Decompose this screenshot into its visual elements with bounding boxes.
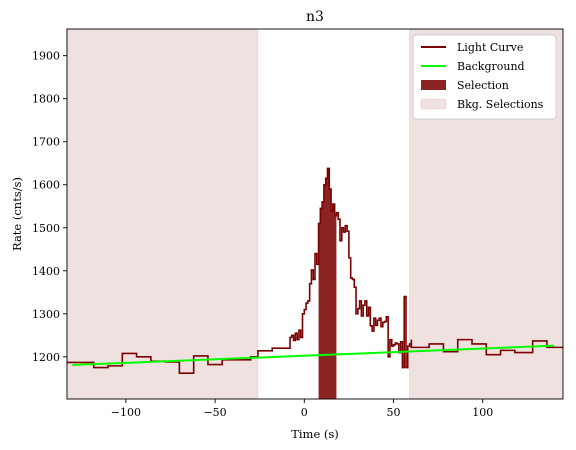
chart-title: n3 <box>306 9 324 25</box>
x-axis-label: Time (s) <box>291 427 339 441</box>
y-tick-label: 1900 <box>32 50 60 63</box>
legend-bkg-selections-label: Bkg. Selections <box>457 98 544 111</box>
legend-selection-swatch <box>421 80 446 90</box>
selection-region <box>318 168 337 399</box>
x-tick-label: −100 <box>111 406 141 419</box>
plot-frame <box>66 28 564 400</box>
bkg-selection-region-0 <box>66 28 259 400</box>
x-tick-label: 100 <box>472 406 493 419</box>
x-tick-label: 0 <box>301 406 308 419</box>
y-tick-label: 1200 <box>32 351 60 364</box>
legend: Light Curve Background Selection Bkg. Se… <box>412 34 557 120</box>
y-axis-label: Rate (cnts/s) <box>10 177 24 251</box>
legend-box <box>412 34 557 120</box>
y-tick-label: 1400 <box>32 265 60 278</box>
light-curve-series <box>67 167 563 374</box>
x-tick-label: −50 <box>203 406 226 419</box>
y-axis-ticks: 1200 1300 1400 1500 1600 1700 1800 1900 <box>32 50 67 364</box>
legend-bkg-selections-swatch <box>420 98 447 110</box>
legend-background-label: Background <box>457 60 525 73</box>
background-fit-line <box>72 344 555 367</box>
legend-selection-label: Selection <box>457 79 509 92</box>
x-axis-ticks: −100 −50 0 50 100 <box>111 399 493 419</box>
y-tick-label: 1800 <box>32 93 60 106</box>
y-tick-label: 1500 <box>32 222 60 235</box>
x-tick-label: 50 <box>387 406 401 419</box>
y-tick-label: 1600 <box>32 179 60 192</box>
y-tick-label: 1300 <box>32 308 60 321</box>
legend-light-curve-label: Light Curve <box>457 41 523 54</box>
y-tick-label: 1700 <box>32 136 60 149</box>
selection-region-group <box>318 168 337 399</box>
